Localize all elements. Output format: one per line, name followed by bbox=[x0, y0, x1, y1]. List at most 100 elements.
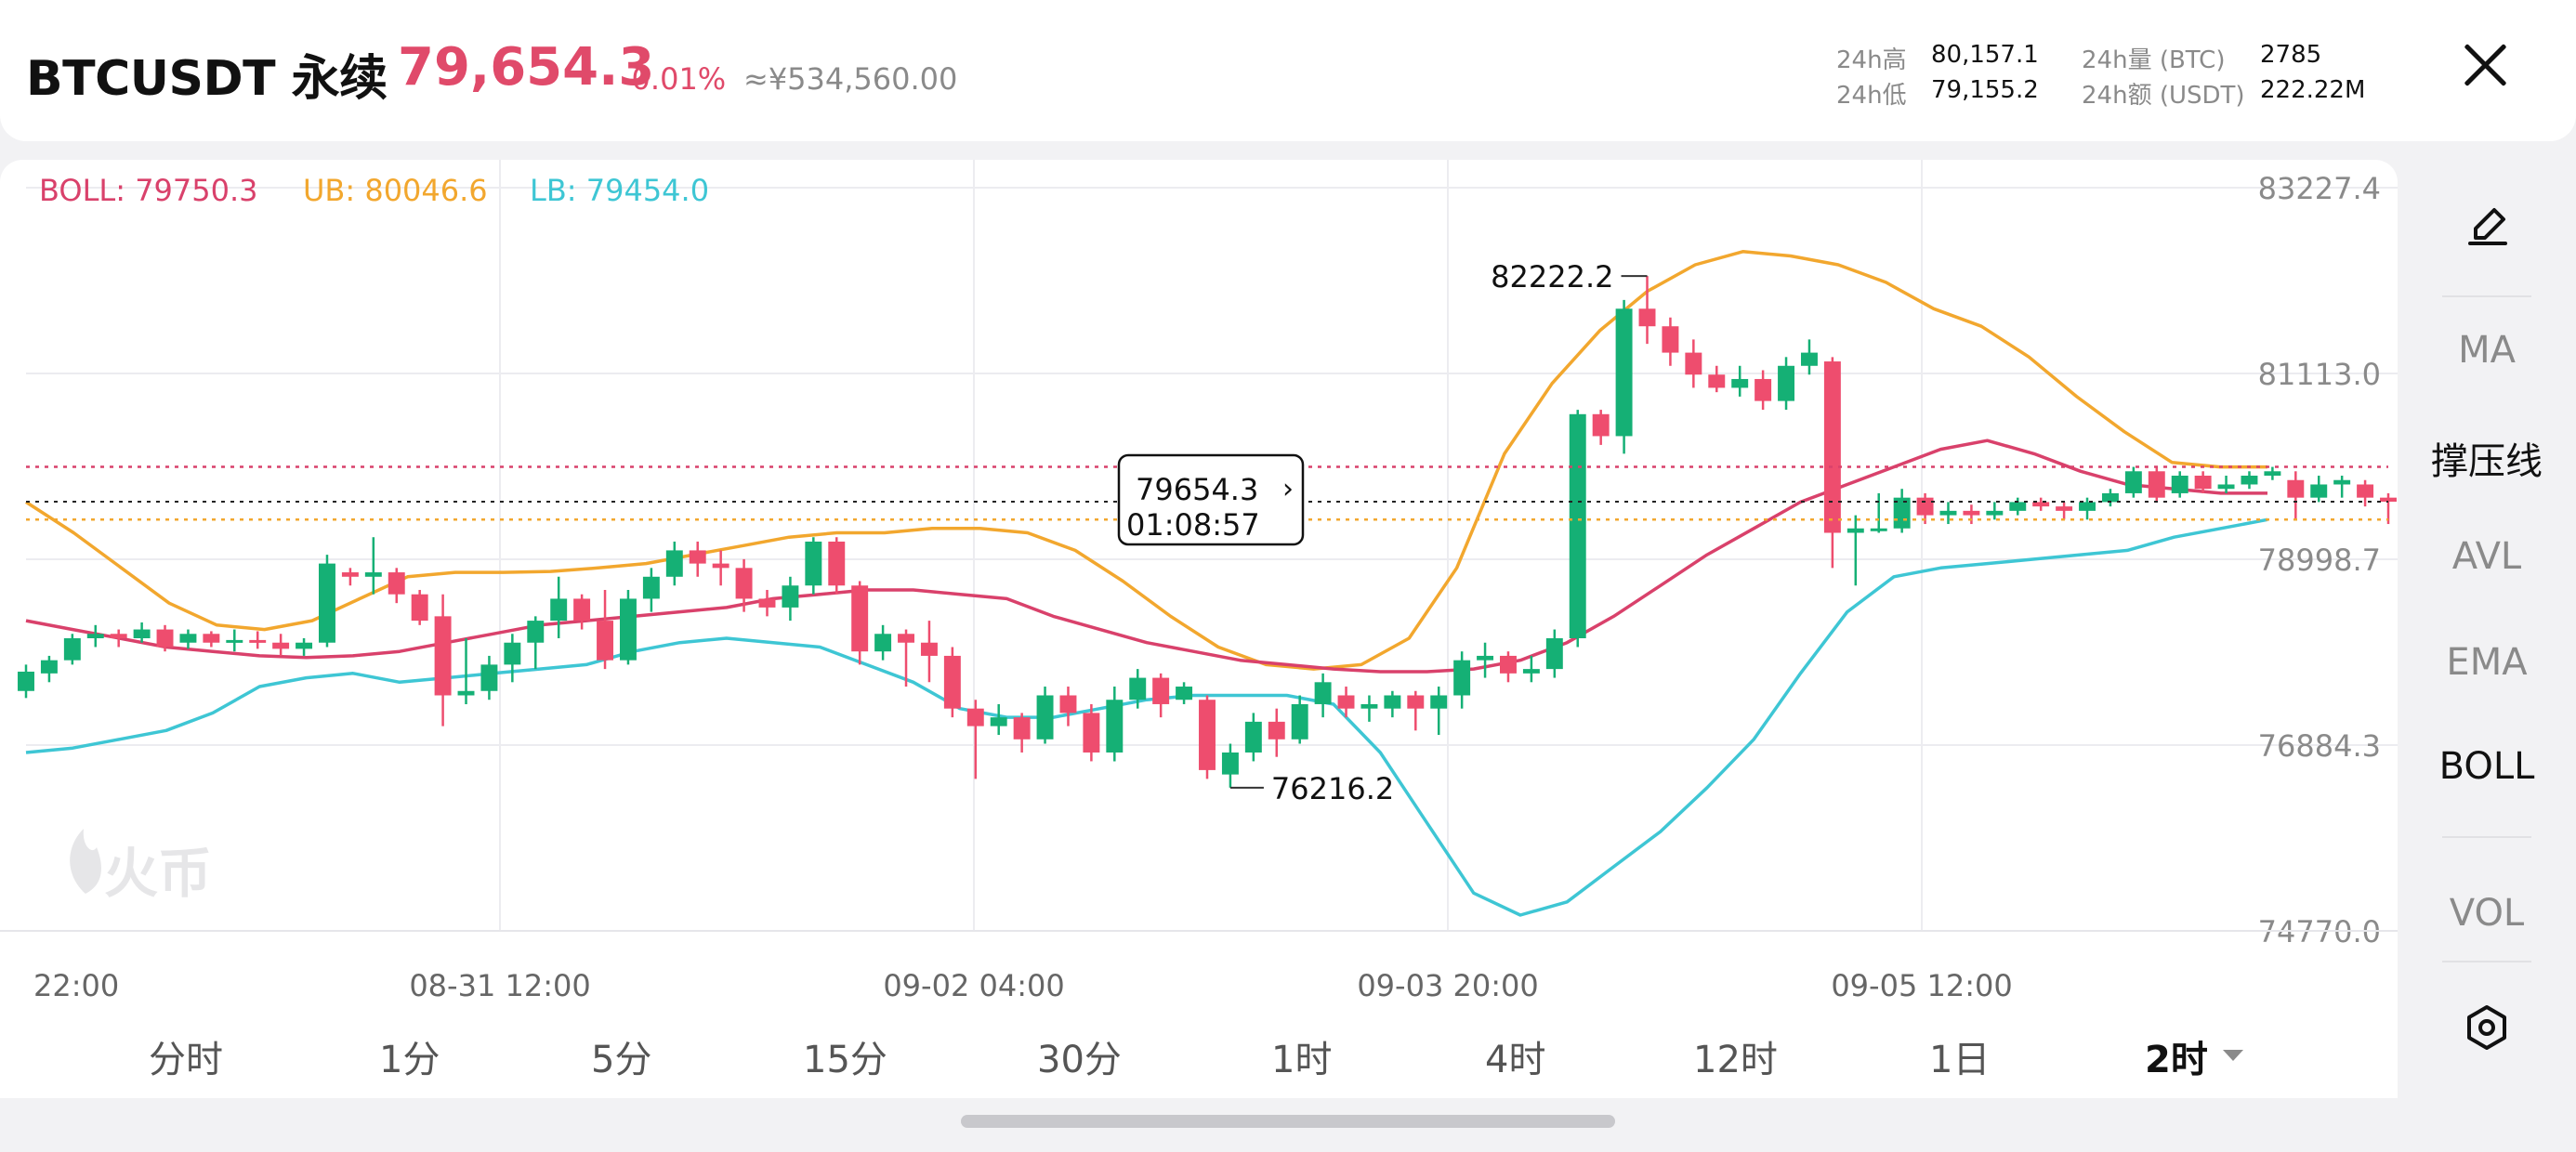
candle-body bbox=[249, 639, 267, 643]
high-label: 24h高 bbox=[1836, 46, 1907, 74]
chevron-right-icon: › bbox=[1282, 473, 1294, 505]
candle-body bbox=[597, 621, 614, 661]
candle-body bbox=[990, 717, 1007, 727]
candle-body bbox=[920, 642, 938, 656]
candle-body bbox=[573, 598, 591, 622]
candle-body bbox=[2217, 484, 2235, 490]
candle-body bbox=[457, 690, 475, 696]
candle-body bbox=[226, 639, 243, 643]
ticker-header: BTCUSDT 永续 79,654.3 -0.01% ≈¥534,560.00 … bbox=[0, 0, 2576, 141]
kline-chart[interactable]: 83227.4 81113.0 78998.7 76884.3 74770.0 22:00… bbox=[0, 160, 2398, 1005]
candle-body bbox=[2148, 471, 2165, 498]
candle-body bbox=[2287, 479, 2305, 498]
candle-body bbox=[1939, 510, 1957, 516]
candle-body bbox=[1638, 308, 1656, 327]
y-tick-label: 83227.4 bbox=[2258, 171, 2381, 206]
candle-body bbox=[898, 634, 914, 643]
countdown-timer: 01:08:57 bbox=[1126, 507, 1260, 543]
candle-body bbox=[319, 563, 335, 643]
kline-chart-svg[interactable]: 83227.481113.078998.776884.374770.022:00… bbox=[0, 160, 2398, 1005]
candle-body bbox=[1199, 700, 1216, 770]
candle-body bbox=[642, 576, 660, 599]
candle-body bbox=[619, 598, 637, 661]
candle-body bbox=[828, 541, 846, 586]
pair-title[interactable]: BTCUSDT 永续 bbox=[26, 51, 388, 107]
volume-label: 24h量 (BTC) bbox=[2082, 46, 2226, 74]
candle-body bbox=[86, 634, 104, 639]
candle-body bbox=[2009, 502, 2027, 511]
candle-body bbox=[1036, 695, 1054, 740]
current-price-tag[interactable] bbox=[1117, 453, 1305, 546]
home-indicator[interactable] bbox=[961, 1115, 1615, 1128]
candle-body bbox=[1083, 713, 1100, 753]
candle-body bbox=[1522, 669, 1540, 674]
sidebar-divider bbox=[2442, 836, 2531, 838]
candle-body bbox=[2380, 497, 2397, 503]
cny-price: ≈¥534,560.00 bbox=[743, 61, 958, 97]
x-tick-label: 09-03 20:00 bbox=[1357, 968, 1538, 1003]
chevron-down-icon[interactable] bbox=[2223, 1050, 2243, 1061]
y-tick-label: 81113.0 bbox=[2258, 357, 2381, 392]
candle-body bbox=[2079, 502, 2096, 511]
tab-1m[interactable]: 1分 bbox=[379, 1039, 440, 1081]
tab-1d[interactable]: 1日 bbox=[1929, 1039, 1991, 1081]
tab-5m[interactable]: 5分 bbox=[591, 1039, 652, 1081]
candle-body bbox=[1152, 677, 1170, 704]
sidebar-item-boll[interactable]: BOLL bbox=[2438, 745, 2535, 788]
legend-ub: UB: 80046.6 bbox=[303, 173, 488, 208]
candle-body bbox=[943, 655, 961, 709]
x-tick-label: 09-02 04:00 bbox=[883, 968, 1064, 1003]
candle-body bbox=[1986, 510, 2004, 516]
close-icon[interactable] bbox=[2453, 33, 2518, 98]
tab-timeshare[interactable]: 分时 bbox=[149, 1039, 223, 1081]
candle-body bbox=[1823, 361, 1841, 533]
tab-1h[interactable]: 1时 bbox=[1271, 1039, 1333, 1081]
candle-body bbox=[1106, 700, 1124, 753]
candle-body bbox=[63, 638, 81, 661]
settings-icon[interactable] bbox=[2463, 1003, 2511, 1052]
candle-body bbox=[272, 642, 290, 649]
candle-body bbox=[874, 634, 892, 652]
candle-body bbox=[689, 550, 706, 564]
candle-body bbox=[550, 598, 568, 622]
indicator-sidebar: MA 撑压线 AVL EMA BOLL VOL bbox=[2398, 160, 2576, 1098]
candle-body bbox=[527, 621, 545, 643]
high-value: 80,157.1 bbox=[1931, 41, 2039, 69]
candle-body bbox=[296, 642, 313, 649]
tab-15m[interactable]: 15分 bbox=[803, 1039, 887, 1081]
low-label: 24h低 bbox=[1836, 82, 1907, 110]
pencil-icon[interactable] bbox=[2466, 204, 2509, 247]
sidebar-item-avl[interactable]: AVL bbox=[2451, 535, 2522, 578]
candle-body bbox=[1963, 510, 1980, 516]
tab-4h[interactable]: 4时 bbox=[1485, 1039, 1546, 1081]
candle-body bbox=[1221, 752, 1239, 775]
max-price-label: 82222.2 bbox=[1491, 259, 1613, 295]
min-price-label: 76216.2 bbox=[1271, 771, 1394, 806]
candle-body bbox=[1708, 374, 1726, 388]
x-tick-label: 08-31 12:00 bbox=[409, 968, 590, 1003]
candle-body bbox=[1314, 682, 1332, 704]
candle-body bbox=[2241, 476, 2258, 485]
sidebar-item-ma[interactable]: MA bbox=[2458, 329, 2516, 372]
candle-body bbox=[1430, 695, 1448, 709]
candle-body bbox=[1360, 703, 1378, 709]
candle-body bbox=[133, 629, 151, 639]
tab-2h[interactable]: 2时 bbox=[2145, 1039, 2208, 1081]
tab-12h[interactable]: 12时 bbox=[1693, 1039, 1778, 1081]
candle-body bbox=[480, 664, 498, 691]
volume-value: 2785 bbox=[2260, 41, 2322, 69]
sidebar-item-support-resistance[interactable]: 撑压线 bbox=[2431, 440, 2543, 483]
tab-30m[interactable]: 30分 bbox=[1037, 1039, 1122, 1081]
amount-value: 222.22M bbox=[2260, 76, 2366, 104]
candle-body bbox=[782, 585, 799, 608]
candle-body bbox=[735, 568, 753, 599]
candle-body bbox=[665, 550, 683, 577]
candle-body bbox=[851, 585, 869, 652]
sidebar-item-ema[interactable]: EMA bbox=[2446, 641, 2528, 684]
candle-body bbox=[156, 629, 174, 648]
candle-body bbox=[712, 563, 729, 569]
sidebar-item-vol[interactable]: VOL bbox=[2449, 892, 2525, 935]
candle-body bbox=[203, 634, 220, 643]
candle-body bbox=[1129, 677, 1147, 700]
low-value: 79,155.2 bbox=[1931, 76, 2039, 104]
